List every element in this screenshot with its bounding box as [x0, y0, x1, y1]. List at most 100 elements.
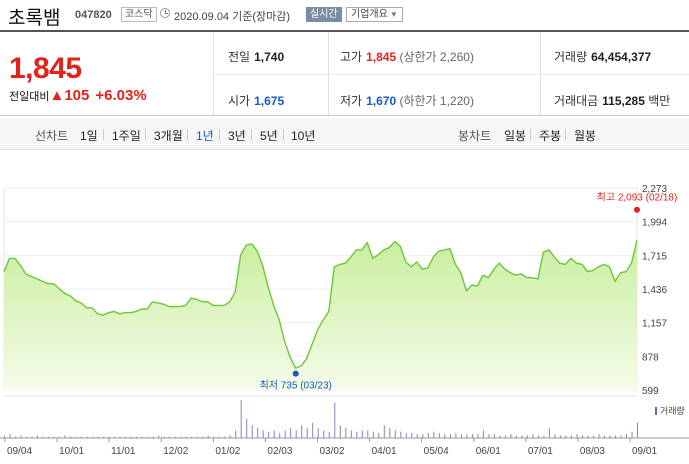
volume-bar	[174, 436, 176, 438]
volume-bar	[163, 436, 165, 438]
volume-bar	[59, 436, 60, 438]
tab-1day[interactable]: 1일	[80, 129, 98, 143]
volume-bar	[317, 427, 319, 438]
x-tick-label: 09/01	[632, 446, 657, 457]
volume-legend-swatch	[655, 407, 657, 415]
volume-bar	[42, 436, 44, 438]
volume-bar	[383, 425, 385, 438]
volume-bar	[422, 434, 424, 438]
price-chart-svg: 2,273 1,994 1,715 1,436 1,157 878 599 최고 2,093…	[0, 184, 689, 457]
volume-bar	[405, 432, 407, 438]
clock-icon	[160, 8, 170, 18]
high-price: 고가 1,845 (상한가 2,260)	[340, 48, 474, 65]
x-tick-label: 09/04	[7, 446, 32, 457]
volume-bar	[103, 436, 105, 438]
volume-bar	[262, 430, 264, 438]
volume-bar	[345, 427, 347, 438]
change-percent: +6.03%	[95, 87, 147, 104]
upper-limit: (상한가 2,260)	[399, 50, 474, 64]
current-price: 1,845	[9, 52, 82, 85]
open-price-value: 1,675	[254, 94, 285, 108]
volume-bar	[86, 436, 88, 438]
y-tick-label: 1,994	[642, 218, 667, 229]
x-tick-label: 05/04	[424, 446, 449, 457]
market-badge: 코스닥	[121, 7, 157, 22]
x-tick-label: 11/01	[111, 446, 136, 457]
volume-bar	[306, 427, 308, 438]
tab-5year[interactable]: 5년	[260, 129, 278, 143]
volume-bar	[75, 436, 77, 438]
volume-bar	[224, 436, 226, 438]
volume-bar	[191, 436, 193, 438]
volume-bar	[328, 431, 330, 438]
volume-bar	[598, 434, 600, 438]
volume-bar	[158, 435, 160, 438]
volume-bar	[257, 427, 259, 438]
volume-bar	[554, 434, 556, 438]
tab-1year[interactable]: 1년	[196, 129, 214, 143]
low-price-value: 1,670	[366, 94, 397, 108]
y-tick-label: 1,157	[642, 319, 667, 330]
volume-legend: 거래량	[655, 405, 685, 416]
volume-value: 64,454,377	[591, 50, 652, 64]
x-axis-labels: 09/04 10/01 11/01 12/02 01/02 02/03 03/02 04/01…	[4, 438, 657, 457]
company-overview-label: 기업개요	[351, 9, 388, 20]
volume-bar	[26, 436, 27, 438]
volume-bar	[92, 436, 94, 438]
volume-bar	[323, 430, 325, 438]
divider	[283, 129, 284, 140]
candle-chart-label: 봉차트	[458, 129, 492, 143]
price-chart[interactable]: 2,273 1,994 1,715 1,436 1,157 878 599 최고 2,093…	[0, 170, 689, 459]
price-line	[3, 240, 638, 370]
volume-bar	[218, 436, 220, 438]
volume-bar	[576, 434, 578, 438]
tab-3month[interactable]: 3개월	[154, 129, 183, 143]
volume-bar	[273, 430, 275, 438]
volume-bar	[246, 419, 248, 438]
volume-bar	[152, 436, 154, 438]
volume-bar	[394, 430, 396, 438]
high-price-value: 1,845	[366, 50, 397, 64]
volume-bar	[427, 432, 429, 438]
volume-bar	[438, 432, 440, 438]
volume-bar	[64, 435, 66, 438]
volume-bar	[620, 435, 622, 438]
chevron-down-icon: ▼	[389, 10, 398, 19]
divider	[145, 129, 146, 140]
trade-amount: 거래대금 115,285 백만	[554, 92, 670, 109]
volume-bar	[460, 434, 462, 438]
volume-bar	[378, 432, 380, 438]
high-price-label: 고가	[340, 50, 363, 64]
x-tick-label: 12/02	[163, 446, 188, 457]
high-annotation: 최고 2,093 (02/18)	[597, 192, 678, 204]
chart-tabs: 선차트 1일 1주일 3개월 1년 3년 5년 10년 봉차트 일봉 주봉 월봉	[0, 118, 689, 150]
high-marker	[634, 206, 640, 213]
stock-header: 초록뱀 047820 코스닥 2020.09.04 기준(장마감) 실시간 기업…	[0, 0, 689, 30]
y-tick-label: 2,273	[642, 184, 667, 195]
volume-bar	[136, 436, 138, 438]
up-triangle-icon: ▲	[49, 87, 65, 104]
volume-bar	[339, 425, 341, 438]
company-overview-dropdown[interactable]: 기업개요 ▼	[346, 7, 403, 22]
divider	[530, 129, 531, 140]
tab-3year[interactable]: 3년	[228, 129, 246, 143]
divider	[251, 129, 252, 140]
volume-bar	[114, 436, 116, 438]
x-tick-label: 01/02	[215, 446, 240, 457]
change-label: 전일대비	[9, 91, 50, 103]
trade-amount-label: 거래대금	[554, 94, 599, 108]
tab-weekly-candle[interactable]: 주봉	[539, 129, 562, 143]
tab-daily-candle[interactable]: 일봉	[504, 129, 527, 143]
tab-1week[interactable]: 1주일	[112, 129, 141, 143]
volume-bar	[31, 436, 33, 438]
price-annotations: 최고 2,093 (02/18) 최저 735 (03/23)	[260, 192, 678, 392]
y-tick-label: 878	[642, 352, 659, 363]
tab-10year[interactable]: 10년	[291, 129, 316, 143]
low-price: 저가 1,670 (하한가 1,220)	[340, 92, 474, 109]
volume-bar	[493, 434, 495, 438]
volume-bar	[609, 435, 611, 438]
tab-monthly-candle[interactable]: 월봉	[574, 129, 597, 143]
lower-limit: (하한가 1,220)	[399, 94, 474, 108]
realtime-button[interactable]: 실시간	[306, 7, 342, 22]
volume-bar	[196, 436, 198, 438]
